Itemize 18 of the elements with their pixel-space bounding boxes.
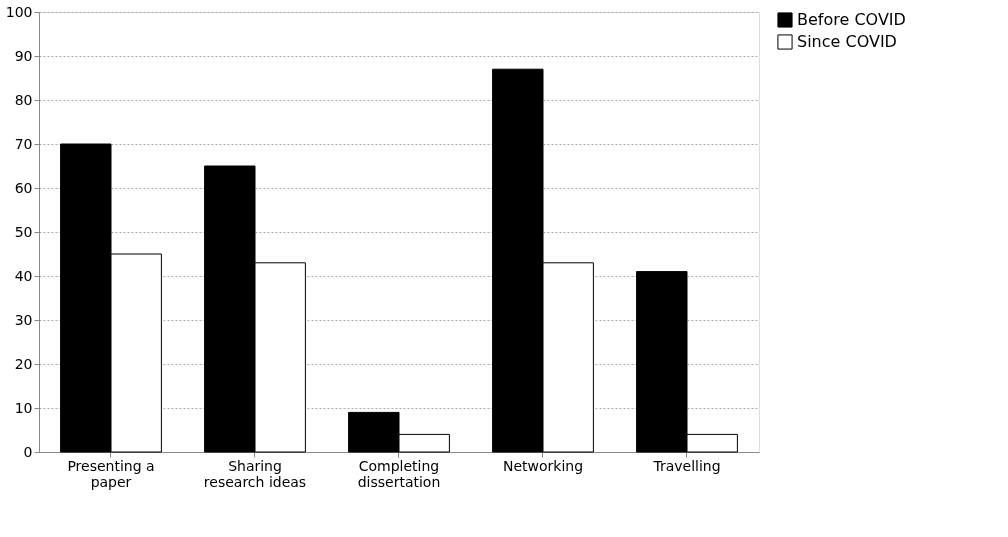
legend-label: Before COVID — [797, 10, 906, 29]
y-tick-label: 80 — [14, 91, 33, 108]
y-tick-label: 30 — [14, 311, 33, 328]
y-tick-label: 90 — [14, 47, 33, 64]
y-tick-label: 60 — [14, 179, 33, 196]
x-tick-label: Presenting a paper — [67, 457, 155, 490]
x-tick-label: Networking — [502, 457, 584, 474]
x-tick-label: Completing dissertation — [357, 457, 441, 490]
y-tick-label: 100 — [5, 3, 33, 20]
y-tick-label: 70 — [14, 135, 33, 152]
y-tick-label: 10 — [14, 399, 33, 416]
legend-label: Since COVID — [797, 32, 897, 51]
y-tick-label: 0 — [23, 443, 33, 460]
x-tick-label: Sharing research ideas — [203, 457, 307, 490]
y-tick-label: 50 — [14, 223, 33, 240]
y-tick-label: 20 — [14, 355, 33, 372]
x-tick-label: Travelling — [652, 457, 721, 474]
y-tick-label: 40 — [14, 267, 33, 284]
